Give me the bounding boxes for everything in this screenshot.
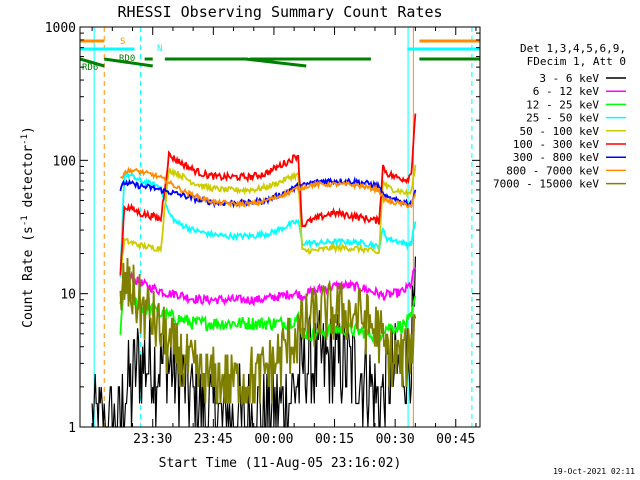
flag-bar-segment bbox=[245, 57, 307, 68]
legend-entry-label: 300 - 800 keV bbox=[513, 151, 599, 164]
x-tick-label: 00:45 bbox=[436, 432, 475, 447]
x-tick-label: 00:15 bbox=[315, 432, 354, 447]
x-axis-label: Start Time (11-Aug-05 23:16:02) bbox=[159, 456, 402, 471]
series-line bbox=[119, 164, 417, 274]
x-tick-label: 23:45 bbox=[194, 432, 233, 447]
series-line bbox=[120, 166, 417, 209]
y-axis-label: Count Rate (s-1 detector-1) bbox=[20, 126, 36, 328]
series-line bbox=[119, 171, 417, 277]
x-tick-label: 00:30 bbox=[376, 432, 415, 447]
flag-label: N bbox=[157, 44, 162, 54]
legend-entry-label: 3 - 6 keV bbox=[539, 72, 599, 85]
legend-header: FDecim 1, Att 0 bbox=[527, 55, 626, 68]
flag-label: RD6 bbox=[82, 63, 98, 73]
y-tick-label: 10 bbox=[60, 288, 76, 303]
y-tick-label: 100 bbox=[53, 154, 76, 169]
legend-entry-label: 25 - 50 keV bbox=[526, 112, 599, 125]
legend: Det 1,3,4,5,6,9,FDecim 1, Att 0 3 - 6 keV… bbox=[493, 42, 626, 191]
legend-entry-label: 800 - 7000 keV bbox=[506, 164, 599, 177]
legend-entry-label: 50 - 100 keV bbox=[520, 125, 600, 138]
legend-entry-label: 100 - 300 keV bbox=[513, 138, 599, 151]
series-line bbox=[119, 176, 417, 209]
legend-entry-label: 7000 - 15000 keV bbox=[493, 178, 599, 191]
flag-label: RD0 bbox=[119, 54, 135, 64]
legend-entry-label: 12 - 25 keV bbox=[526, 98, 599, 111]
legend-entry-label: 6 - 12 keV bbox=[533, 85, 600, 98]
x-tick-label: 23:30 bbox=[133, 432, 172, 447]
chart-title: RHESSI Observing Summary Count Rates bbox=[117, 3, 442, 21]
plot-frame bbox=[79, 26, 481, 428]
flag-label: S bbox=[120, 37, 125, 47]
y-tick-label: 1000 bbox=[45, 21, 76, 36]
series-line bbox=[119, 113, 417, 276]
y-tick-label: 1 bbox=[68, 421, 76, 436]
legend-header: Det 1,3,4,5,6,9, bbox=[520, 42, 626, 55]
flag-bar-segment bbox=[79, 57, 105, 68]
x-tick-label: 00:00 bbox=[254, 432, 293, 447]
series-line bbox=[119, 266, 417, 307]
series-line bbox=[119, 257, 417, 405]
axis-ticks: 1 10 100 1000 23:30 23:45 00:00 00:15 00:30 00:45 bbox=[45, 21, 480, 447]
plot-area: S N RD0 RD6 bbox=[79, 27, 480, 428]
flag-bar-segment bbox=[104, 57, 153, 68]
footer-date: 19-Oct-2021 02:11 bbox=[553, 467, 635, 476]
